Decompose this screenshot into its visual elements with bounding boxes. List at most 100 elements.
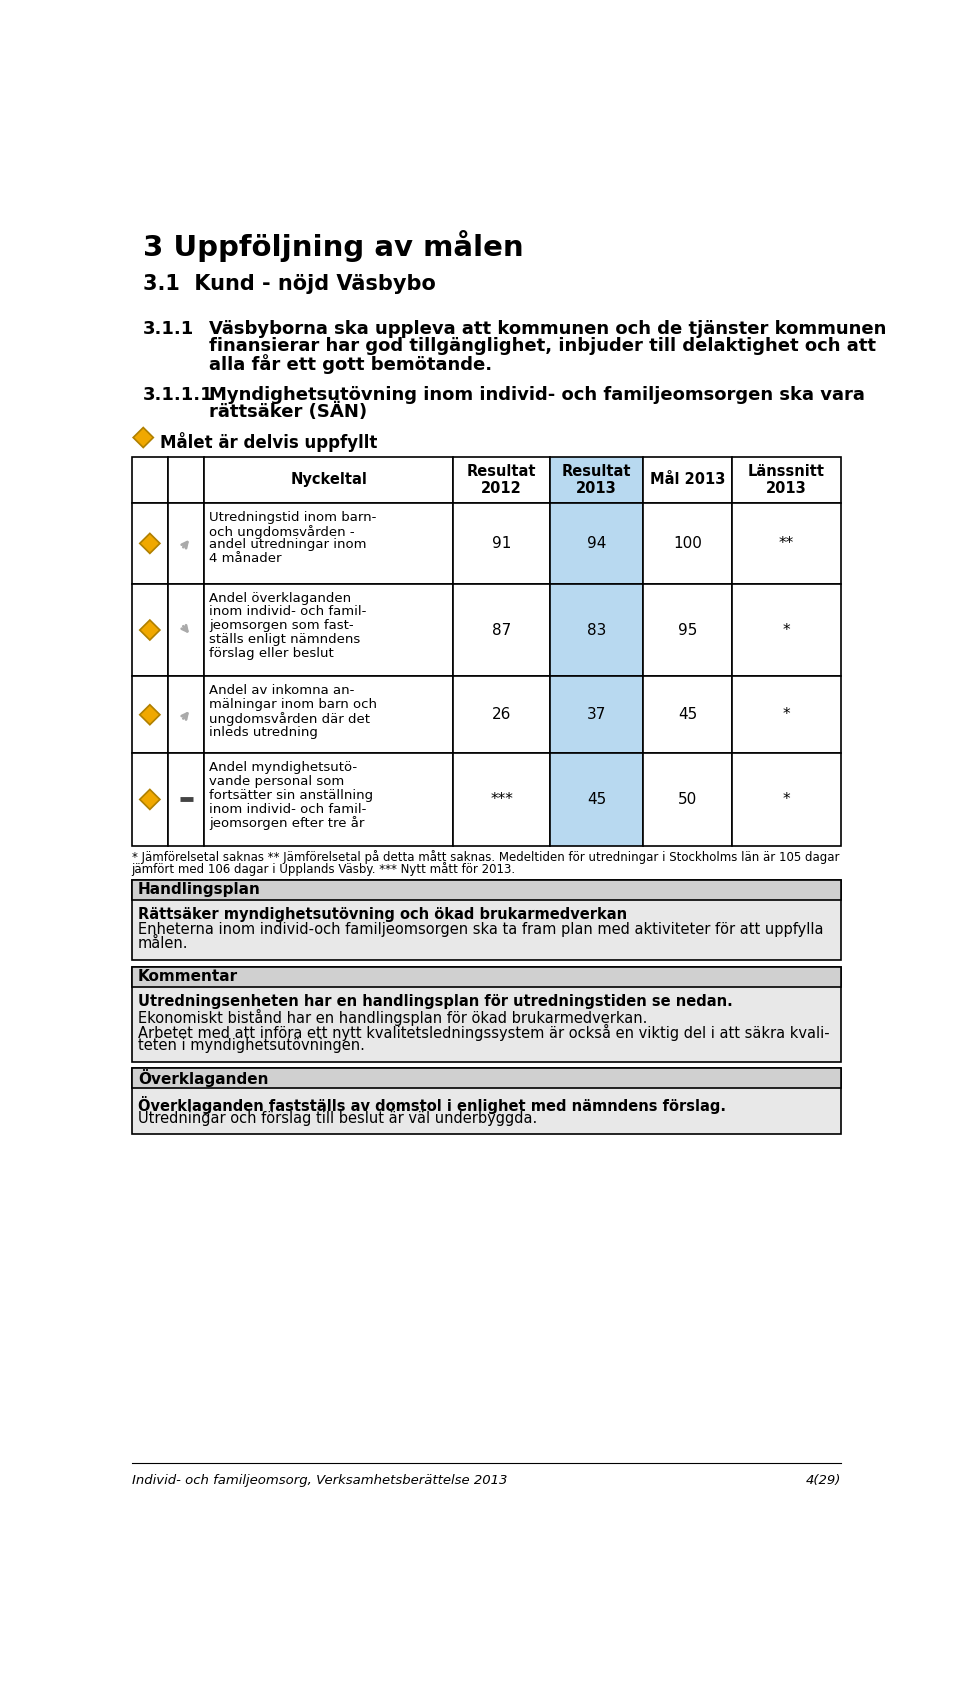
Text: **: **	[779, 535, 794, 551]
Text: teten i myndighetsutövningen.: teten i myndighetsutövningen.	[138, 1039, 365, 1054]
FancyBboxPatch shape	[168, 676, 204, 753]
Text: Utredningsenheten har en handlingsplan för utredningstiden se nedan.: Utredningsenheten har en handlingsplan f…	[138, 995, 732, 1010]
FancyBboxPatch shape	[204, 584, 453, 676]
Polygon shape	[140, 789, 160, 809]
Text: Andel överklaganden: Andel överklaganden	[209, 591, 351, 605]
Text: Nyckeltal: Nyckeltal	[291, 473, 368, 488]
Text: Överklaganden fastställs av domstol i enlighet med nämndens förslag.: Överklaganden fastställs av domstol i en…	[138, 1096, 726, 1113]
Text: alla får ett gott bemötande.: alla får ett gott bemötande.	[209, 355, 492, 375]
FancyBboxPatch shape	[550, 456, 643, 503]
Polygon shape	[140, 534, 160, 554]
FancyBboxPatch shape	[132, 1067, 841, 1088]
Polygon shape	[140, 704, 160, 725]
FancyBboxPatch shape	[204, 753, 453, 846]
Text: 4(29): 4(29)	[805, 1474, 841, 1486]
Text: Resultat
2013: Resultat 2013	[562, 464, 632, 497]
Text: Arbetet med att införa ett nytt kvalitetsledningssystem är också en viktig del i: Arbetet med att införa ett nytt kvalitet…	[138, 1024, 829, 1040]
FancyBboxPatch shape	[132, 966, 841, 1062]
FancyBboxPatch shape	[732, 753, 841, 846]
FancyBboxPatch shape	[643, 676, 732, 753]
Polygon shape	[133, 427, 154, 448]
Text: ungdomsvården där det: ungdomsvården där det	[209, 711, 371, 726]
Text: ställs enligt nämndens: ställs enligt nämndens	[209, 633, 360, 647]
FancyBboxPatch shape	[643, 753, 732, 846]
FancyBboxPatch shape	[453, 456, 550, 503]
Text: fortsätter sin anställning: fortsätter sin anställning	[209, 789, 373, 802]
Text: andel utredningar inom: andel utredningar inom	[209, 539, 367, 551]
Text: 50: 50	[678, 792, 697, 807]
FancyBboxPatch shape	[132, 880, 841, 961]
Text: 100: 100	[673, 535, 702, 551]
FancyBboxPatch shape	[132, 753, 168, 846]
Text: 3.1.1.1: 3.1.1.1	[143, 387, 214, 404]
FancyBboxPatch shape	[168, 503, 204, 584]
Text: inleds utredning: inleds utredning	[209, 726, 318, 738]
Text: 4 månader: 4 månader	[209, 552, 281, 566]
Text: rättsäker (SÄN): rättsäker (SÄN)	[209, 404, 368, 421]
Text: 3.1  Kund - nöjd Väsbybo: 3.1 Kund - nöjd Väsbybo	[143, 274, 436, 294]
Text: Mål 2013: Mål 2013	[650, 473, 726, 488]
Text: 95: 95	[678, 623, 697, 637]
Text: vande personal som: vande personal som	[209, 775, 345, 787]
FancyBboxPatch shape	[132, 880, 841, 900]
Text: Andel av inkomna an-: Andel av inkomna an-	[209, 684, 354, 698]
Text: mälningar inom barn och: mälningar inom barn och	[209, 698, 377, 711]
Text: Individ- och familjeomsorg, Verksamhetsberättelse 2013: Individ- och familjeomsorg, Verksamhetsb…	[132, 1474, 507, 1486]
Text: Länssnitt
2013: Länssnitt 2013	[748, 464, 825, 497]
FancyBboxPatch shape	[168, 456, 204, 503]
Text: Handlingsplan: Handlingsplan	[138, 882, 261, 897]
FancyBboxPatch shape	[643, 503, 732, 584]
Text: *: *	[782, 792, 790, 807]
FancyBboxPatch shape	[204, 503, 453, 584]
Text: Utredningstid inom barn-: Utredningstid inom barn-	[209, 510, 376, 524]
Text: 26: 26	[492, 708, 512, 723]
FancyBboxPatch shape	[453, 676, 550, 753]
Text: inom individ- och famil-: inom individ- och famil-	[209, 802, 367, 816]
Polygon shape	[140, 620, 160, 640]
FancyBboxPatch shape	[732, 456, 841, 503]
FancyBboxPatch shape	[204, 456, 453, 503]
FancyBboxPatch shape	[132, 1067, 841, 1135]
Text: Väsbyborna ska uppleva att kommunen och de tjänster kommunen: Väsbyborna ska uppleva att kommunen och …	[209, 321, 886, 338]
Text: Enheterna inom individ-och familjeomsorgen ska ta fram plan med aktiviteter för : Enheterna inom individ-och familjeomsorg…	[138, 922, 824, 937]
FancyBboxPatch shape	[732, 503, 841, 584]
Text: och ungdomsvården -: och ungdomsvården -	[209, 525, 355, 539]
Text: Andel myndighetsutö-: Andel myndighetsutö-	[209, 762, 357, 774]
Text: förslag eller beslut: förslag eller beslut	[209, 647, 334, 660]
Text: målen.: målen.	[138, 936, 188, 951]
Text: 37: 37	[587, 708, 607, 723]
Text: 91: 91	[492, 535, 512, 551]
FancyBboxPatch shape	[132, 966, 841, 986]
FancyBboxPatch shape	[643, 456, 732, 503]
FancyBboxPatch shape	[453, 753, 550, 846]
FancyBboxPatch shape	[132, 456, 168, 503]
Text: *: *	[782, 708, 790, 723]
FancyBboxPatch shape	[453, 584, 550, 676]
Text: jeomsorgen efter tre år: jeomsorgen efter tre år	[209, 816, 365, 831]
Text: Ekonomiskt bistånd har en handlingsplan för ökad brukarmedverkan.: Ekonomiskt bistånd har en handlingsplan …	[138, 1008, 647, 1025]
Text: Myndighetsutövning inom individ- och familjeomsorgen ska vara: Myndighetsutövning inom individ- och fam…	[209, 387, 865, 404]
Text: inom individ- och famil-: inom individ- och famil-	[209, 605, 367, 618]
FancyBboxPatch shape	[132, 584, 168, 676]
FancyBboxPatch shape	[643, 584, 732, 676]
FancyBboxPatch shape	[550, 584, 643, 676]
Text: 87: 87	[492, 623, 512, 637]
Text: Resultat
2012: Resultat 2012	[467, 464, 537, 497]
FancyBboxPatch shape	[550, 753, 643, 846]
Text: 94: 94	[587, 535, 607, 551]
FancyBboxPatch shape	[168, 753, 204, 846]
FancyBboxPatch shape	[550, 503, 643, 584]
Text: 45: 45	[678, 708, 697, 723]
Text: 3.1.1: 3.1.1	[143, 321, 195, 338]
Text: Målet är delvis uppfyllt: Målet är delvis uppfyllt	[160, 432, 377, 453]
Text: * Jämförelsetal saknas ** Jämförelsetal på detta mått saknas. Medeltiden för utr: * Jämförelsetal saknas ** Jämförelsetal …	[132, 850, 839, 865]
Text: Utredningar och förslag till beslut är väl underbyggda.: Utredningar och förslag till beslut är v…	[138, 1110, 537, 1125]
Text: 45: 45	[587, 792, 607, 807]
FancyBboxPatch shape	[168, 584, 204, 676]
Text: *: *	[782, 623, 790, 637]
Text: Överklaganden: Överklaganden	[138, 1069, 269, 1088]
Text: finansierar har god tillgänglighet, inbjuder till delaktighet och att: finansierar har god tillgänglighet, inbj…	[209, 338, 876, 355]
FancyBboxPatch shape	[204, 676, 453, 753]
Text: Rättsäker myndighetsutövning och ökad brukarmedverkan: Rättsäker myndighetsutövning och ökad br…	[138, 907, 627, 922]
FancyBboxPatch shape	[132, 676, 168, 753]
